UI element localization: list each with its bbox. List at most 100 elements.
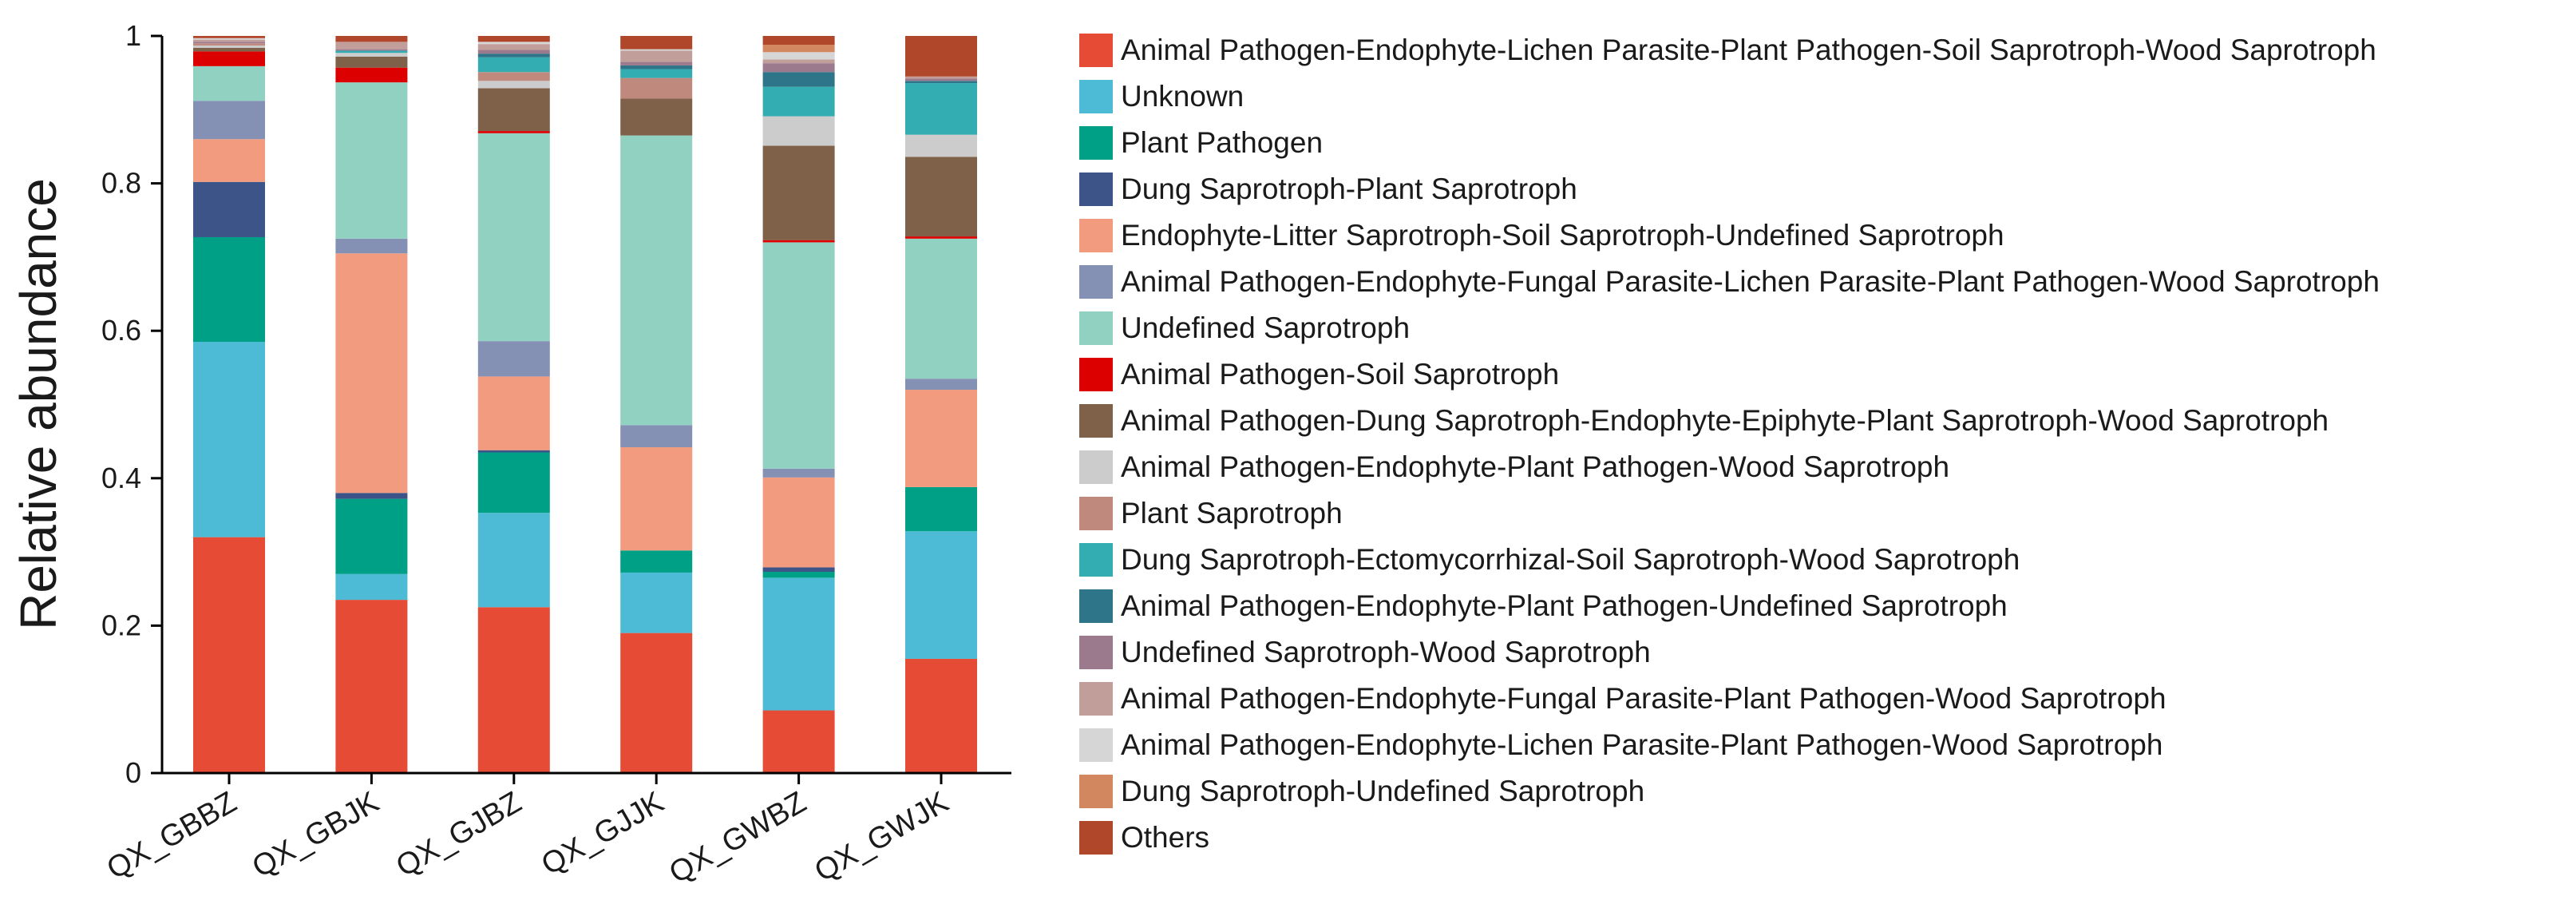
legend-swatch [1079,728,1113,762]
legend-swatch [1079,126,1113,160]
bar-segment [193,36,265,38]
bar-segment [193,47,265,52]
bar-segment [477,57,550,73]
bar-segment [905,134,977,157]
bar-segment [620,69,693,78]
bar-segment [335,53,408,57]
bar-segment [905,81,977,84]
bar-segment [762,59,835,64]
bar-segment [620,447,693,551]
bar-segment [620,98,693,136]
bar-segment [905,76,977,79]
bar-segment [762,572,835,578]
y-tick-label: 0.4 [101,462,141,494]
legend-swatch [1079,219,1113,252]
legend-label: Dung Saprotroph-Undefined Saprotroph [1121,775,1644,807]
bar-segment [477,376,550,450]
legend-label: Unknown [1121,80,1244,113]
bar-segment [762,63,835,73]
bar-segment [477,452,550,514]
bar-segment [335,36,408,42]
bar-segment [477,341,550,377]
bar-segment [762,577,835,711]
bar-segment [620,36,693,50]
bar-segment [905,379,977,391]
x-ticks: QX_GBBZ QX_GBJK QX_GJBZ QX_GJJKQX_GWBZQX_GW… [101,773,955,890]
bar-segment [905,83,977,135]
bar-segment [477,88,550,132]
bar-segment [335,82,408,239]
bar-segment [762,36,835,46]
legend-swatch [1079,497,1113,530]
legend-label: Animal Pathogen-Endophyte-Fungal Parasit… [1121,682,2166,715]
bar-segment [477,81,550,89]
legend-swatch [1079,311,1113,345]
bar-segment [335,56,408,68]
legend-swatch [1079,404,1113,438]
x-tick-label: QX_GWJK [809,785,955,888]
bar-segment [335,498,408,574]
x-tick-label: QX_GJBZ [390,785,527,883]
legend-label: Undefined Saprotroph-Wood Saprotroph [1121,636,1651,668]
bar-segment [193,45,265,48]
bar-segment [620,633,693,773]
y-tick-label: 0 [125,756,141,789]
bar-segment [620,135,693,426]
legend-swatch [1079,775,1113,808]
bar-segment [905,236,977,239]
legend-swatch [1079,173,1113,206]
legend-swatch [1079,682,1113,716]
legend-swatch [1079,543,1113,577]
legend-label: Dung Saprotroph-Ectomycorrhizal-Soil Sap… [1121,543,2020,576]
bar-segment [335,238,408,254]
bar-segment [193,51,265,66]
bar-segment [335,493,408,499]
bar-segment [620,77,693,99]
legend-swatch [1079,265,1113,299]
legend-label: Undefined Saprotroph [1121,311,1410,344]
bar-segment [335,49,408,51]
y-tick-label: 1 [125,19,141,52]
bar-segment [620,50,693,62]
legend-label: Endophyte-Litter Saprotroph-Soil Saprotr… [1121,219,2004,252]
bar-segment [477,133,550,342]
bar-segment [193,139,265,182]
bar-segment [620,572,693,633]
y-ticks: 0 0.2 0.4 0.6 0.8 1 [101,19,162,789]
legend-swatch [1079,358,1113,391]
legend-label: Animal Pathogen-Endophyte-Lichen Parasit… [1121,34,2376,66]
bar-segment [477,54,550,58]
bar-segment [620,49,693,51]
x-tick-label: QX_GBBZ [101,785,242,886]
bar-segment [905,531,977,659]
bar-segment [477,607,550,773]
legend-label: Animal Pathogen-Dung Saprotroph-Endophyt… [1121,404,2329,437]
bar-segment [335,573,408,601]
legend-swatch [1079,821,1113,855]
bar-segment [477,131,550,133]
legend-label: Animal Pathogen-Endophyte-Plant Pathogen… [1121,450,1949,483]
bar-segment [905,36,977,77]
bar-segment [193,65,265,101]
legend-label: Plant Pathogen [1121,126,1323,159]
y-tick-label: 0.2 [101,609,141,641]
bar-segment [620,65,693,69]
legend-label: Plant Saprotroph [1121,497,1343,529]
bar-segment [477,50,550,54]
bar-segment [477,44,550,50]
bar-segment [193,537,265,773]
bar-segment [477,72,550,81]
bar-segment [193,43,265,46]
bar-segment [762,145,835,240]
y-tick-label: 0.8 [101,167,141,200]
bar-segment [762,468,835,478]
bar-segment [762,86,835,117]
bar-segment [193,236,265,343]
x-tick-label: QX_GJJK [536,785,669,882]
bar-segment [335,600,408,773]
legend-swatch [1079,450,1113,484]
y-tick-label: 0.6 [101,314,141,347]
bar-segment [477,513,550,608]
legend-label: Animal Pathogen-Endophyte-Plant Pathogen… [1121,589,2008,622]
